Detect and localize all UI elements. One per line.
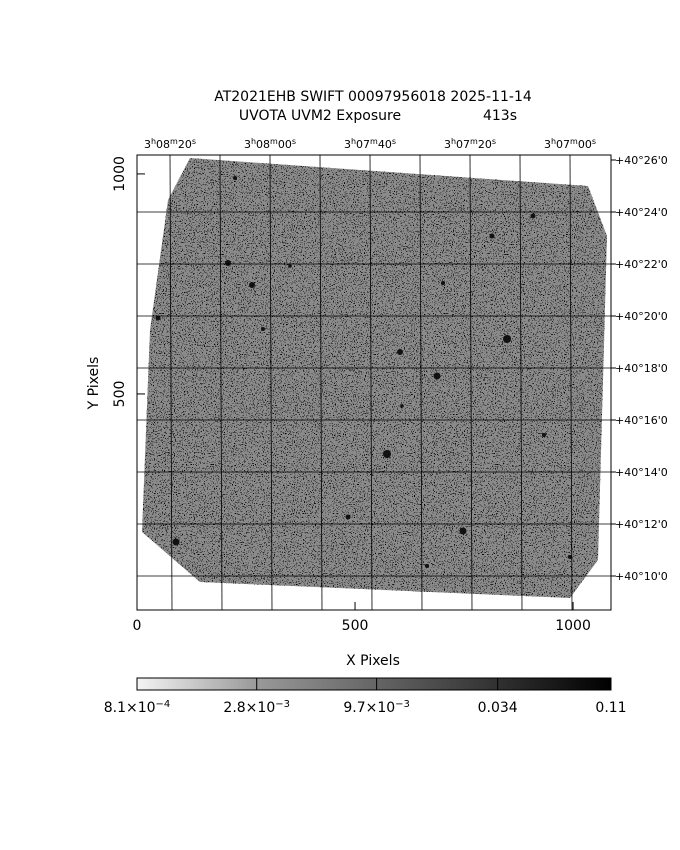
x-axis-label: X Pixels — [346, 653, 400, 669]
ra-label-part: 08 — [256, 138, 270, 151]
ra-label-part: s — [492, 137, 496, 146]
ra-label-part: h — [251, 137, 256, 146]
ra-label-part: 3 — [444, 138, 451, 151]
exposure: 413s — [483, 108, 517, 124]
ra-label-part: s — [192, 137, 196, 146]
ra-label-part: h — [451, 137, 456, 146]
wcs-grid-line — [269, 154, 273, 611]
ra-label-part: 00 — [278, 138, 292, 151]
ra-label-part: 20 — [178, 138, 192, 151]
ra-label-part: h — [351, 137, 356, 146]
wcs-grid-line — [319, 154, 323, 611]
wcs-grid-line — [519, 154, 523, 611]
chart-title: AT2021EHB SWIFT 00097956018 2025-11-14 — [214, 89, 532, 105]
colorbar-tick-label-part: −3 — [275, 699, 290, 710]
ra-label-part: 07 — [356, 138, 370, 151]
x-tick-label: 0 — [133, 618, 142, 634]
wcs-grid-line — [219, 154, 223, 611]
colorbar-tick-label: 0.11 — [595, 700, 626, 716]
wcs-grid — [137, 154, 611, 611]
wcs-grid-line — [369, 154, 373, 611]
ra-label-part: 3 — [544, 138, 551, 151]
ra-label-part: h — [551, 137, 556, 146]
y-tick-label: 1000 — [112, 156, 128, 192]
ra-label-part: 08 — [156, 138, 170, 151]
ra-label-part: s — [392, 137, 396, 146]
dec-label: +40°26'0 — [615, 154, 668, 167]
colorbar-tick-label: 2.8×10−3 — [223, 699, 290, 717]
image-field — [142, 158, 607, 598]
x-tick-label: 1000 — [555, 618, 591, 634]
ra-label: 3h08m20s — [144, 137, 196, 152]
ra-label-part: h — [151, 137, 156, 146]
wcs-grid-line — [469, 154, 473, 611]
ra-label: 3h07m40s — [344, 137, 396, 152]
ra-label-part: m — [470, 137, 478, 146]
ra-label-part: 3 — [344, 138, 351, 151]
dec-label: +40°16'0 — [615, 414, 668, 427]
ra-label-part: m — [370, 137, 378, 146]
dec-label: +40°10'0 — [615, 570, 668, 583]
colorbar — [136, 677, 612, 691]
wcs-grid-line — [419, 154, 423, 611]
dec-label: +40°12'0 — [615, 518, 668, 531]
dec-label: +40°20'0 — [615, 310, 668, 323]
ra-label-part: 00 — [578, 138, 592, 151]
dec-label: +40°24'0 — [615, 206, 668, 219]
colorbar-tick-label: 8.1×10−4 — [104, 699, 171, 717]
dec-label: +40°14'0 — [615, 466, 668, 479]
ra-label: 3h07m00s — [544, 137, 596, 152]
x-tick-label: 500 — [342, 618, 369, 634]
colorbar-tick-label-part: 0.034 — [478, 700, 518, 716]
ra-label-part: 20 — [478, 138, 492, 151]
ra-label: 3h08m00s — [244, 137, 296, 152]
ra-label-part: 40 — [378, 138, 392, 151]
wcs-grid-line — [169, 154, 173, 611]
colorbar-tick-label: 0.034 — [478, 700, 518, 716]
dec-label: +40°22'0 — [615, 258, 668, 271]
wcs-grid-line — [569, 154, 573, 611]
plot-frame — [136, 154, 612, 611]
ra-label-part: 3 — [144, 138, 151, 151]
ra-label-part: m — [270, 137, 278, 146]
colorbar-tick-label-part: −3 — [395, 699, 410, 710]
ra-label-part: s — [292, 137, 296, 146]
ra-label-part: 3 — [244, 138, 251, 151]
ra-label-part: 07 — [456, 138, 470, 151]
ra-label: 3h07m20s — [444, 137, 496, 152]
colorbar-tick-label-part: 0.11 — [595, 700, 626, 716]
ra-label-part: 07 — [556, 138, 570, 151]
chart-subtitle: UVOTA UVM2 Exposure — [239, 108, 401, 124]
y-axis-label: Y Pixels — [86, 357, 102, 411]
y-tick-label: 500 — [112, 381, 128, 408]
colorbar-tick-label-part: −4 — [156, 699, 171, 710]
colorbar-tick-label-part: 9.7×10 — [343, 700, 395, 716]
colorbar-tick-label: 9.7×10−3 — [343, 699, 410, 717]
colorbar-tick-label-part: 2.8×10 — [223, 700, 275, 716]
colorbar-tick-label-part: 8.1×10 — [104, 700, 156, 716]
ra-label-part: m — [570, 137, 578, 146]
ra-label-part: s — [592, 137, 596, 146]
dec-label: +40°18'0 — [615, 362, 668, 375]
ra-label-part: m — [170, 137, 178, 146]
